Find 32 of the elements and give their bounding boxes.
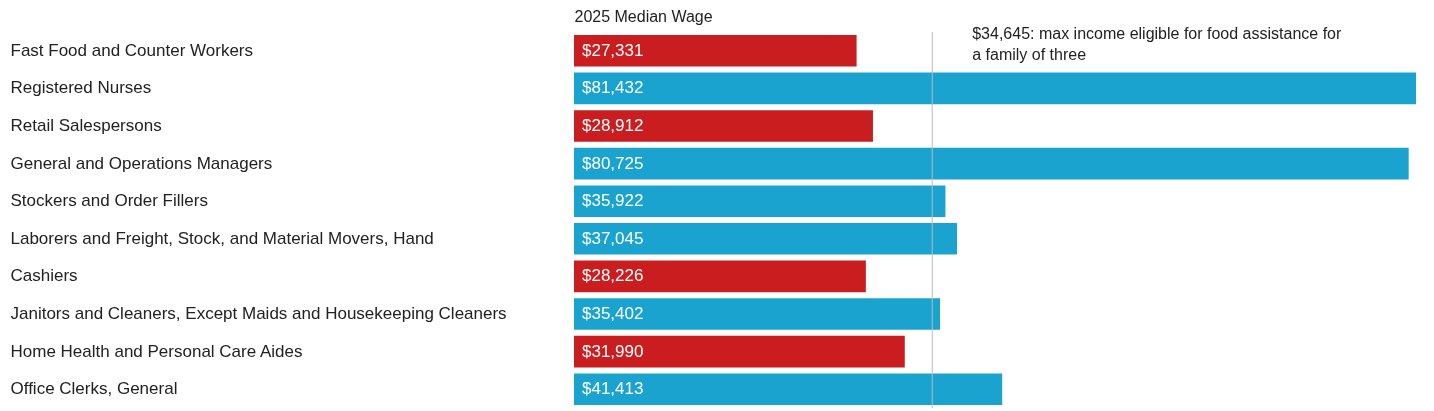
bar [574, 298, 941, 330]
y-tick-label: Home Health and Personal Care Aides [10, 341, 303, 361]
y-tick-label: Laborers and Freight, Stock, and Material Movers, Hand [10, 228, 434, 248]
data-label: $41,413 [582, 379, 644, 399]
data-label: $28,912 [582, 116, 644, 135]
bar [574, 72, 1416, 105]
bar [574, 260, 866, 293]
data-label: $35,402 [582, 304, 644, 323]
y-tick-label: Fast Food and Counter Workers [10, 40, 254, 60]
bar [574, 185, 946, 217]
data-label: $35,922 [582, 191, 644, 211]
y-tick-label: General and Operations Managers [10, 153, 273, 173]
y-tick-label: Registered Nurses [10, 78, 152, 98]
data-label: $28,226 [582, 266, 644, 286]
data-label: $81,432 [582, 78, 644, 98]
bar [574, 335, 905, 368]
ref-line-label: $34,645: max income eligible for food assistance for a family of three [972, 25, 1342, 63]
y-tick-label: Stockers and Order Fillers [10, 191, 208, 211]
data-label: $31,990 [582, 341, 644, 361]
y-tick-label: Retail Salespersons [10, 116, 162, 135]
data-label: $37,045 [582, 228, 644, 248]
bar [574, 110, 873, 142]
y-tick-label: Office Clerks, General [10, 379, 178, 399]
data-label: $80,725 [582, 153, 644, 173]
data-label: $27,331 [582, 40, 644, 60]
bar [574, 373, 1003, 405]
y-tick-label: Cashiers [10, 266, 78, 286]
bar [574, 35, 857, 67]
y-tick-label: Janitors and Cleaners, Except Maids and Housekeeping Cleaners [10, 304, 507, 323]
x-axis-title: 2025 Median Wage [574, 7, 713, 25]
bar [574, 223, 958, 255]
bar [574, 147, 1409, 180]
